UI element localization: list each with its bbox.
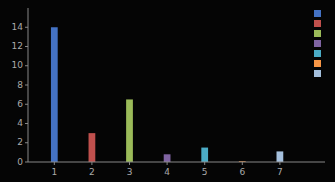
x-tick [167, 162, 168, 165]
legend-swatch [314, 50, 321, 57]
legend-swatch [314, 20, 321, 27]
y-tick [25, 27, 28, 28]
bar [277, 151, 284, 162]
legend-swatch [314, 70, 321, 77]
legend [314, 10, 321, 77]
y-tick-label: 0 [17, 157, 23, 167]
bar [51, 27, 58, 162]
legend-swatch [314, 10, 321, 17]
x-tick-label: 6 [239, 167, 245, 177]
y-tick-label: 8 [17, 80, 23, 90]
y-tick [25, 104, 28, 105]
x-tick-label: 2 [89, 167, 95, 177]
y-tick [25, 142, 28, 143]
y-tick-label: 12 [12, 41, 23, 51]
chart: 024681012141234567 [0, 0, 335, 182]
x-tick-label: 1 [51, 167, 57, 177]
y-tick-label: 10 [12, 60, 24, 70]
x-tick [129, 162, 130, 165]
x-tick [204, 162, 205, 165]
bars [51, 27, 283, 162]
x-tick-label: 5 [202, 167, 208, 177]
background [0, 0, 335, 182]
bar [201, 148, 208, 162]
y-tick [25, 123, 28, 124]
y-tick [25, 46, 28, 47]
x-tick-label: 7 [277, 167, 283, 177]
x-tick-label: 4 [164, 167, 170, 177]
x-axis-line [28, 162, 325, 163]
legend-swatch [314, 40, 321, 47]
legend-swatch [314, 60, 321, 67]
x-tick [91, 162, 92, 165]
chart-container: 024681012141234567 [0, 0, 335, 182]
x-tick [279, 162, 280, 165]
y-tick [25, 65, 28, 66]
bar [89, 133, 96, 162]
x-tick [54, 162, 55, 165]
x-tick [242, 162, 243, 165]
y-tick [25, 85, 28, 86]
y-tick-label: 6 [17, 99, 23, 109]
y-tick-label: 4 [17, 118, 23, 128]
y-tick-label: 14 [12, 22, 24, 32]
x-tick-label: 3 [127, 167, 133, 177]
y-tick [25, 162, 28, 163]
bar [126, 99, 133, 162]
legend-swatch [314, 30, 321, 37]
bar [164, 154, 171, 162]
y-tick-label: 2 [17, 137, 23, 147]
